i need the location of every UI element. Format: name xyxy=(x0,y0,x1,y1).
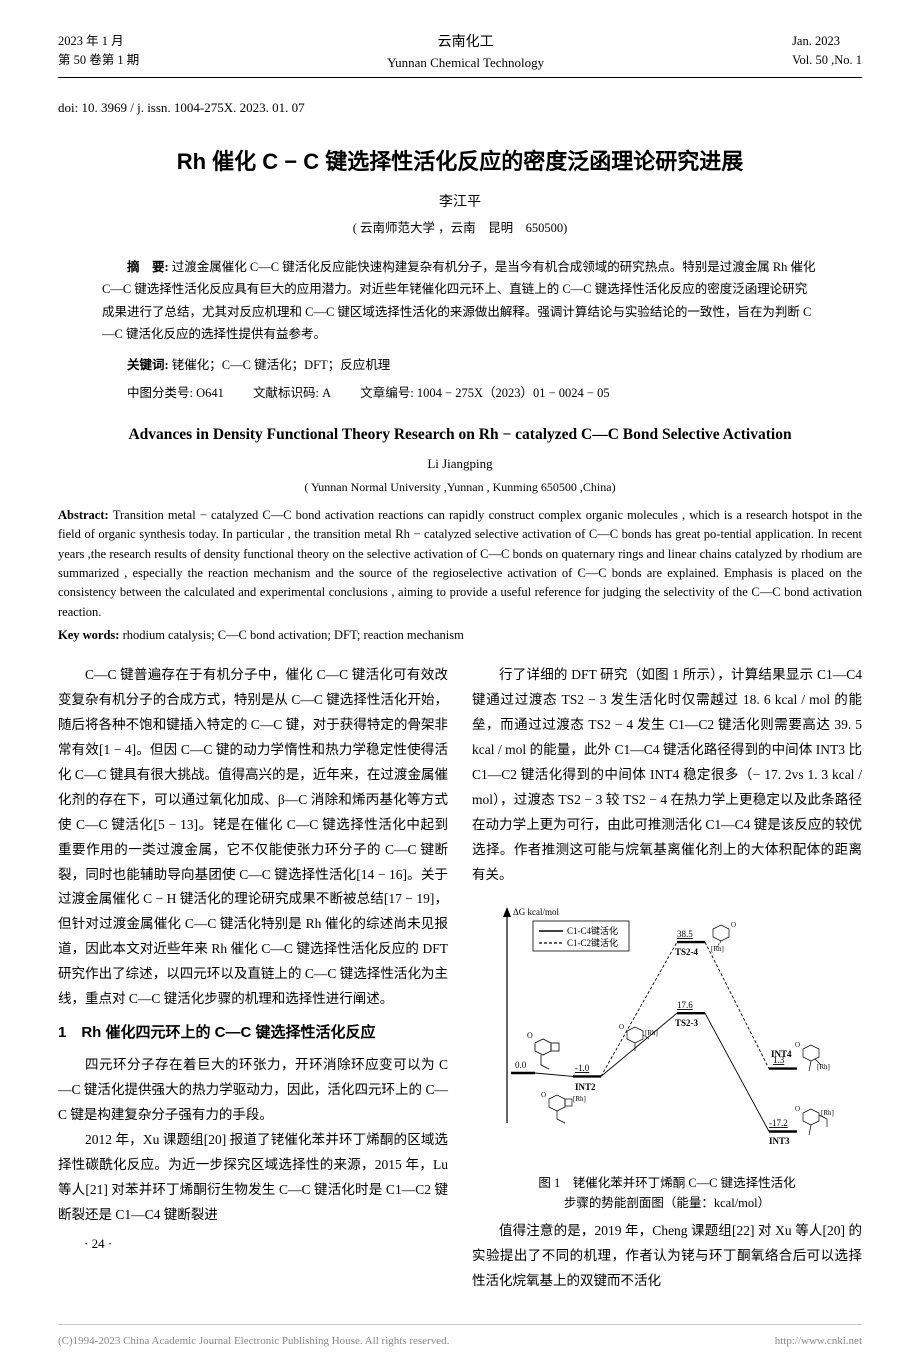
running-header: 2023 年 1 月 第 50 卷第 1 期 云南化工 Yunnan Chemi… xyxy=(58,32,862,78)
svg-text:O: O xyxy=(731,921,736,929)
legend-solid: C1-C4键活化 xyxy=(567,925,618,936)
right-column: 行了详细的 DFT 研究（如图 1 所示），计算结果显示 C1—C4 键通过过渡… xyxy=(472,663,862,1294)
molecule-int3: [Rh] O xyxy=(795,1105,834,1135)
svg-text:-17.2: -17.2 xyxy=(769,1118,788,1128)
author-en: Li Jiangping xyxy=(58,454,862,474)
header-date-cn: 2023 年 1 月 xyxy=(58,32,139,51)
classno-label: 中图分类号: xyxy=(127,386,196,400)
keywords-cn-label: 关键词: xyxy=(127,358,172,372)
svg-text:[Rh]: [Rh] xyxy=(817,1063,830,1071)
svg-text:TS2-4: TS2-4 xyxy=(675,947,699,957)
abstract-cn-text: 过渡金属催化 C—C 键活化反应能快速构建复杂有机分子，是当今有机合成领域的研究… xyxy=(102,260,816,342)
section-1-heading: 1 Rh 催化四元环上的 C—C 键选择性活化反应 xyxy=(58,1022,448,1045)
page-number: · 24 · xyxy=(58,1234,448,1254)
abstract-en: Abstract: Transition metal − catalyzed C… xyxy=(58,506,862,622)
keywords-en: Key words: rhodium catalysis; C—C bond a… xyxy=(58,626,862,645)
figure-1: ΔG kcal/mol C1-C4键活化 C1-C2键活化 0.0 O xyxy=(472,893,862,1213)
articleno-label: 文章编号: xyxy=(360,386,417,400)
figure-1-caption: 图 1 铑催化苯并环丁烯酮 C—C 键选择性活化 步骤的势能剖面图（能量：kca… xyxy=(472,1173,862,1213)
doccode-val: A xyxy=(322,386,331,400)
page-footer: (C)1994-2023 China Academic Journal Elec… xyxy=(58,1324,862,1350)
doi: doi: 10. 3969 / j. issn. 1004-275X. 2023… xyxy=(58,98,862,118)
molecule-ts24: [Rh] O xyxy=(711,921,736,953)
figure-caption-line1: 图 1 铑催化苯并环丁烯酮 C—C 键选择性活化 xyxy=(472,1173,862,1193)
header-right: Jan. 2023 Vol. 50 ,No. 1 xyxy=(792,32,862,73)
molecule-int2: [Rh] O xyxy=(541,1091,586,1123)
keywords-cn: 关键词: 铑催化；C—C 键活化；DFT；反应机理 xyxy=(102,354,818,377)
para-3: 2012 年，Xu 课题组[20] 报道了铑催化苯并环丁烯酮的区域选择性碳酰化反… xyxy=(58,1128,448,1228)
footer-copyright: (C)1994-2023 China Academic Journal Elec… xyxy=(58,1333,449,1350)
abstract-cn-label: 摘 要: xyxy=(127,260,172,274)
para-intro: C—C 键普遍存在于有机分子中，催化 C—C 键活化可有效改变复杂有机分子的合成… xyxy=(58,663,448,1013)
molecule-ts23: [Rh] O xyxy=(619,1023,658,1051)
svg-text:O: O xyxy=(541,1091,546,1099)
molecule-int4: [Rh] O xyxy=(795,1041,830,1071)
svg-text:38.5: 38.5 xyxy=(677,929,693,939)
baseline-label: 0.0 xyxy=(515,1060,527,1070)
svg-text:O: O xyxy=(527,1031,533,1040)
abstract-en-text: Transition metal − catalyzed C—C bond ac… xyxy=(58,508,862,619)
svg-text:[Rh]: [Rh] xyxy=(573,1095,586,1103)
y-axis-label: ΔG kcal/mol xyxy=(513,907,560,917)
journal-name-cn: 云南化工 xyxy=(387,32,544,53)
legend-dashed: C1-C2键活化 xyxy=(567,937,618,948)
keywords-en-label: Key words: xyxy=(58,628,123,642)
affiliation-cn: ( 云南师范大学 ，云南 昆明 650500) xyxy=(58,219,862,238)
keywords-en-text: rhodium catalysis; C—C bond activation; … xyxy=(123,628,464,642)
svg-text:17.6: 17.6 xyxy=(677,1000,693,1010)
svg-text:[Rh]: [Rh] xyxy=(645,1029,658,1037)
header-volume-cn: 第 50 卷第 1 期 xyxy=(58,51,139,70)
svg-text:[Rh]: [Rh] xyxy=(821,1109,834,1117)
keywords-cn-text: 铑催化；C—C 键活化；DFT；反应机理 xyxy=(172,358,390,372)
para-2: 四元环分子存在着巨大的环张力，开环消除环应变可以为 C—C 键活化提供强大的热力… xyxy=(58,1053,448,1128)
two-column-body: C—C 键普遍存在于有机分子中，催化 C—C 键活化可有效改变复杂有机分子的合成… xyxy=(58,663,862,1294)
figure-caption-line2: 步骤的势能剖面图（能量：kcal/mol） xyxy=(472,1193,862,1213)
svg-text:INT4: INT4 xyxy=(771,1049,792,1059)
svg-text:INT2: INT2 xyxy=(575,1082,596,1092)
energy-profile-chart: ΔG kcal/mol C1-C4键活化 C1-C2键活化 0.0 O xyxy=(472,893,862,1163)
svg-text:O: O xyxy=(795,1105,800,1113)
author-cn: 李江平 xyxy=(58,192,862,213)
abstract-en-label: Abstract: xyxy=(58,508,113,522)
header-volume-en: Vol. 50 ,No. 1 xyxy=(792,51,862,70)
articleno-val: 1004 − 275X（2023）01 − 0024 − 05 xyxy=(417,386,610,400)
header-center: 云南化工 Yunnan Chemical Technology xyxy=(387,32,544,73)
doccode-label: 文献标识码: xyxy=(253,386,322,400)
left-column: C—C 键普遍存在于有机分子中，催化 C—C 键活化可有效改变复杂有机分子的合成… xyxy=(58,663,448,1294)
svg-text:INT3: INT3 xyxy=(769,1136,790,1146)
para-4: 行了详细的 DFT 研究（如图 1 所示），计算结果显示 C1—C4 键通过过渡… xyxy=(472,663,862,888)
abstract-cn: 摘 要: 过渡金属催化 C—C 键活化反应能快速构建复杂有机分子，是当今有机合成… xyxy=(102,256,818,346)
svg-text:-1.0: -1.0 xyxy=(575,1063,590,1073)
classno-val: O641 xyxy=(196,386,224,400)
svg-text:TS2-3: TS2-3 xyxy=(675,1018,699,1028)
para-5: 值得注意的是，2019 年，Cheng 课题组[22] 对 Xu 等人[20] … xyxy=(472,1219,862,1294)
article-title-cn: Rh 催化 C − C 键选择性活化反应的密度泛函理论研究进展 xyxy=(58,145,862,178)
svg-text:O: O xyxy=(619,1023,624,1031)
header-left: 2023 年 1 月 第 50 卷第 1 期 xyxy=(58,32,139,73)
journal-name-en: Yunnan Chemical Technology xyxy=(387,53,544,73)
article-title-en: Advances in Density Functional Theory Re… xyxy=(58,423,862,446)
svg-text:O: O xyxy=(795,1041,800,1049)
header-date-en: Jan. 2023 xyxy=(792,32,862,51)
classification-line: 中图分类号: O641 文献标识码: A 文章编号: 1004 − 275X（2… xyxy=(102,384,818,403)
affiliation-en: ( Yunnan Normal University ,Yunnan , Kun… xyxy=(58,478,862,496)
molecule-start: O xyxy=(527,1031,559,1069)
footer-url: http://www.cnki.net xyxy=(775,1333,862,1350)
